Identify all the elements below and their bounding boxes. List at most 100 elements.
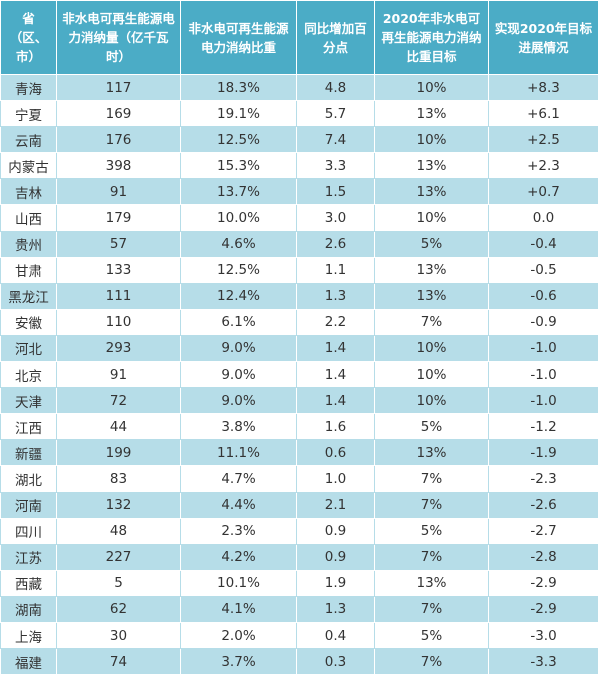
progress-cell: +2.3 [488,152,598,180]
consumption-cell: 30 [56,621,181,650]
header-yoy-increase: 同比增加百分点 [296,0,375,75]
yoy-cell: 1.4 [296,387,375,415]
consumption-cell: 74 [56,648,181,676]
target-cell: 7% [374,543,489,571]
province-cell: 湖北 [0,465,57,493]
target-cell: 7% [374,648,489,676]
consumption-cell: 44 [56,413,181,441]
yoy-cell: 1.5 [296,178,375,206]
target-cell: 7% [374,465,489,493]
consumption-cell: 111 [56,282,181,310]
table-body: 青海 117 18.3% 4.8 10% +8.3 宁夏 169 19.1% 5.7 13% +6.1… [0,73,598,676]
yoy-cell: 0.3 [296,648,375,676]
target-cell: 7% [374,595,489,623]
yoy-cell: 7.4 [296,126,375,154]
consumption-cell: 293 [56,334,181,363]
share-cell: 9.0% [180,387,297,415]
share-cell: 3.7% [180,648,297,676]
consumption-cell: 91 [56,361,181,389]
yoy-cell: 0.6 [296,439,375,467]
yoy-cell: 1.4 [296,334,375,363]
header-2020-target: 2020年非水电可再生能源电力消纳比重目标 [374,0,489,75]
progress-cell: -2.7 [488,517,598,545]
province-cell: 福建 [0,648,57,676]
target-cell: 10% [374,126,489,154]
target-cell: 5% [374,621,489,650]
table-row: 天津 72 9.0% 1.4 10% -1.0 [0,387,598,415]
share-cell: 4.4% [180,491,297,519]
share-cell: 2.3% [180,517,297,545]
share-cell: 4.1% [180,595,297,623]
header-province: 省（区、市） [0,0,57,75]
table-row: 黑龙江 111 12.4% 1.3 13% -0.6 [0,282,598,310]
province-cell: 云南 [0,126,57,154]
target-cell: 5% [374,230,489,258]
yoy-cell: 1.0 [296,465,375,493]
yoy-cell: 3.3 [296,152,375,180]
header-share: 非水电可再生能源电力消纳比重 [180,0,297,75]
consumption-cell: 83 [56,465,181,493]
province-cell: 宁夏 [0,100,57,128]
progress-cell: 0.0 [488,204,598,232]
province-cell: 北京 [0,361,57,389]
consumption-cell: 72 [56,387,181,415]
consumption-cell: 5 [56,569,181,597]
share-cell: 6.1% [180,308,297,336]
share-cell: 3.8% [180,413,297,441]
table-row: 新疆 199 11.1% 0.6 13% -1.9 [0,439,598,467]
consumption-cell: 110 [56,308,181,336]
consumption-cell: 132 [56,491,181,519]
yoy-cell: 1.3 [296,595,375,623]
province-cell: 甘肃 [0,256,57,284]
share-cell: 9.0% [180,361,297,389]
target-cell: 13% [374,178,489,206]
share-cell: 4.2% [180,543,297,571]
target-cell: 13% [374,439,489,467]
target-cell: 7% [374,308,489,336]
share-cell: 11.1% [180,439,297,467]
province-cell: 河南 [0,491,57,519]
consumption-cell: 57 [56,230,181,258]
target-cell: 10% [374,73,489,102]
target-cell: 10% [374,334,489,363]
consumption-cell: 398 [56,152,181,180]
consumption-cell: 227 [56,543,181,571]
province-cell: 湖南 [0,595,57,623]
yoy-cell: 3.0 [296,204,375,232]
progress-cell: -1.0 [488,387,598,415]
progress-cell: -0.6 [488,282,598,310]
table-row: 贵州 57 4.6% 2.6 5% -0.4 [0,230,598,258]
header-target-progress: 实现2020年目标进展情况 [488,0,598,75]
progress-cell: -2.8 [488,543,598,571]
target-cell: 13% [374,152,489,180]
header-consumption: 非水电可再生能源电力消纳量（亿千瓦时） [56,0,181,75]
target-cell: 10% [374,361,489,389]
yoy-cell: 2.6 [296,230,375,258]
province-cell: 江苏 [0,543,57,571]
province-cell: 青海 [0,73,57,102]
yoy-cell: 5.7 [296,100,375,128]
table-row: 河北 293 9.0% 1.4 10% -1.0 [0,334,598,363]
share-cell: 9.0% [180,334,297,363]
share-cell: 12.5% [180,256,297,284]
target-cell: 13% [374,282,489,310]
yoy-cell: 4.8 [296,73,375,102]
share-cell: 18.3% [180,73,297,102]
yoy-cell: 0.9 [296,543,375,571]
share-cell: 4.7% [180,465,297,493]
consumption-cell: 169 [56,100,181,128]
yoy-cell: 2.2 [296,308,375,336]
province-cell: 天津 [0,387,57,415]
consumption-cell: 62 [56,595,181,623]
table-row: 四川 48 2.3% 0.9 5% -2.7 [0,517,598,545]
share-cell: 10.1% [180,569,297,597]
progress-cell: -1.0 [488,361,598,389]
progress-cell: +8.3 [488,73,598,102]
progress-cell: +6.1 [488,100,598,128]
consumption-cell: 176 [56,126,181,154]
table-row: 甘肃 133 12.5% 1.1 13% -0.5 [0,256,598,284]
target-cell: 5% [374,413,489,441]
yoy-cell: 1.6 [296,413,375,441]
consumption-cell: 48 [56,517,181,545]
